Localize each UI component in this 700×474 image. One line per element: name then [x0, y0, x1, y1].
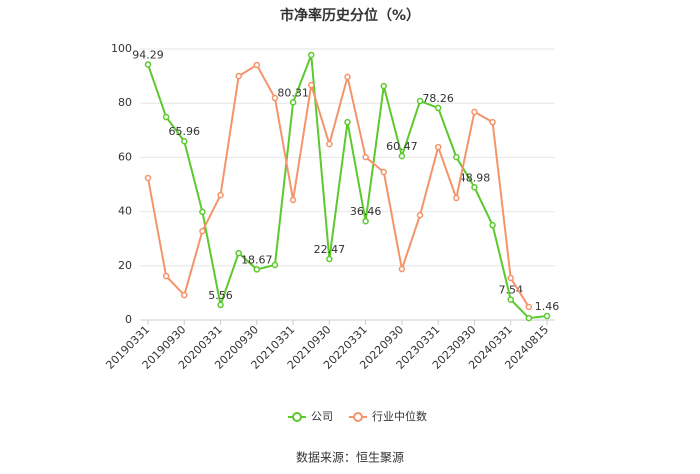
data-label: 80.31 — [277, 86, 309, 99]
data-point — [235, 249, 242, 257]
data-point — [489, 118, 496, 126]
data-point — [380, 168, 388, 176]
data-point — [453, 194, 460, 202]
data-point — [525, 314, 533, 322]
data-point — [199, 208, 206, 216]
data-label: 36.46 — [350, 205, 382, 218]
data-point — [253, 61, 261, 69]
source: 数据来源：恒生聚源 — [296, 450, 404, 465]
data-point — [398, 265, 406, 273]
data-point — [543, 312, 551, 320]
data-point — [326, 140, 333, 148]
data-label: 5.56 — [208, 289, 233, 302]
data-point — [144, 174, 152, 182]
data-point — [507, 274, 514, 282]
data-point — [344, 73, 351, 81]
series-line — [147, 63, 530, 308]
series-line — [147, 54, 548, 320]
data-point — [144, 61, 152, 68]
data-point — [471, 108, 478, 116]
data-point — [525, 303, 533, 311]
data-point — [217, 191, 224, 199]
data-point — [289, 99, 297, 106]
legend-label: 行业中位数 — [372, 409, 427, 423]
data-label: 48.98 — [459, 171, 491, 184]
data-point — [434, 143, 442, 151]
data-point — [307, 51, 315, 59]
data-label: 1.46 — [535, 300, 560, 313]
data-point — [271, 94, 279, 102]
data-point — [181, 291, 188, 299]
data-point — [362, 217, 369, 225]
data-point — [416, 97, 424, 105]
data-point — [453, 153, 460, 161]
legend-label: 公司 — [311, 410, 333, 423]
data-label: 18.67 — [241, 253, 273, 266]
data-label: 94.29 — [132, 48, 164, 61]
data-point — [362, 153, 369, 161]
data-point — [199, 227, 206, 235]
data-point — [380, 82, 388, 90]
data-label: 60.47 — [386, 140, 418, 153]
data-point — [181, 137, 188, 145]
data-point — [307, 81, 315, 89]
data-point — [162, 113, 170, 121]
data-label: 22.47 — [314, 243, 346, 256]
y-tick-label: 0 — [125, 313, 132, 326]
data-point — [398, 152, 406, 160]
data-point — [162, 272, 170, 280]
data-point — [471, 184, 478, 191]
y-tick-label: 60 — [118, 150, 132, 163]
data-point — [217, 301, 224, 309]
chart-title: 市净率历史分位（%） — [280, 7, 420, 24]
y-tick-label: 40 — [118, 205, 132, 218]
data-point — [326, 255, 333, 263]
y-tick-label: 80 — [118, 96, 132, 109]
data-point — [253, 266, 261, 273]
data-point — [489, 221, 496, 229]
legend-marker — [353, 412, 363, 422]
data-label: 65.96 — [169, 125, 201, 138]
y-tick-label: 100 — [111, 42, 132, 55]
data-point — [507, 296, 514, 303]
data-point — [235, 72, 242, 80]
y-tick-label: 20 — [118, 259, 132, 272]
data-point — [434, 104, 442, 112]
legend-marker — [292, 412, 302, 422]
data-point — [344, 118, 351, 126]
data-point — [289, 196, 297, 204]
data-point — [416, 211, 424, 219]
data-point — [271, 261, 279, 269]
data-label: 78.26 — [422, 92, 454, 105]
